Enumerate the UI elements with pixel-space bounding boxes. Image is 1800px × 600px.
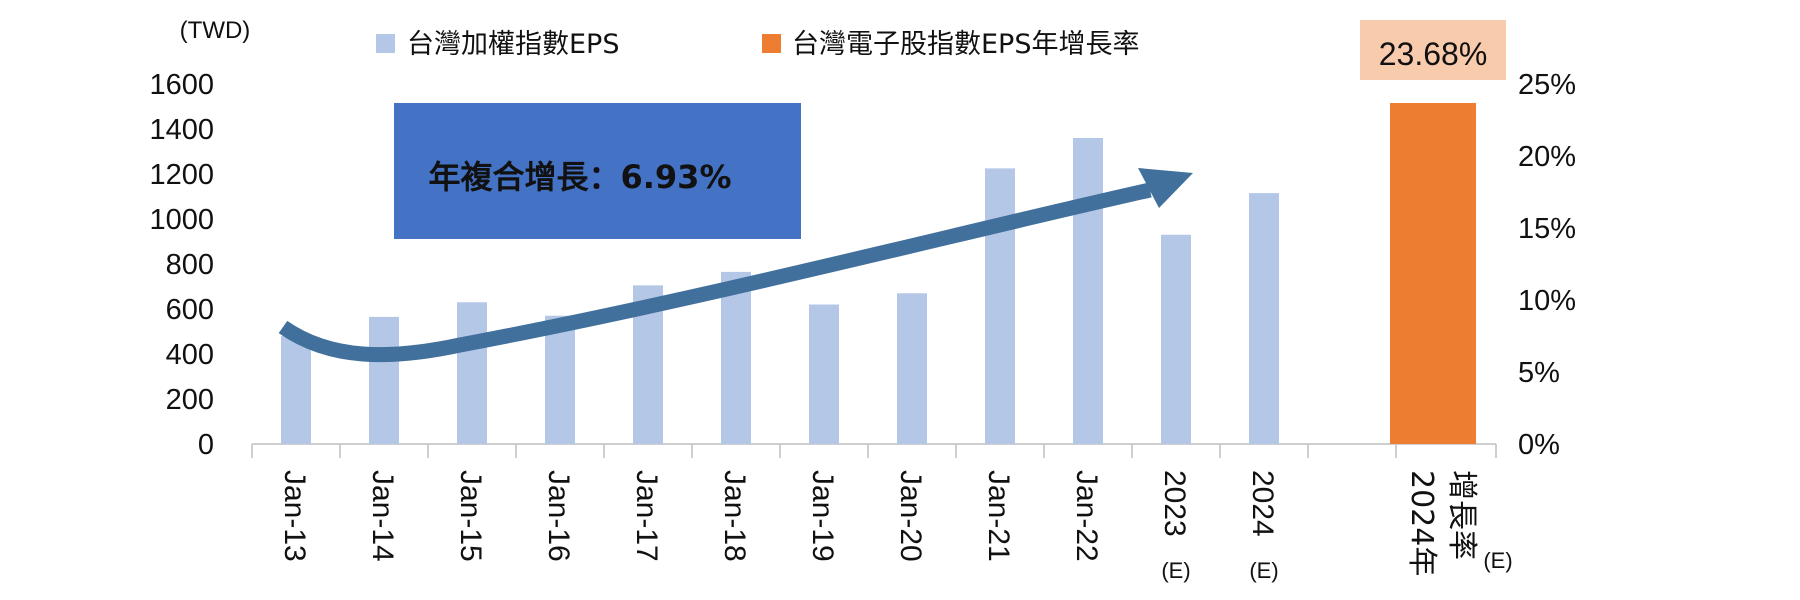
x-tick-label: Jan-18: [718, 470, 751, 562]
x-tick-label: Jan-20: [894, 470, 927, 562]
eps-bar: [721, 271, 751, 444]
legend-label-growth: 台灣電子股指數EPS年增長率: [792, 29, 1139, 60]
legend-label-eps: 台灣加權指數EPS: [407, 29, 619, 60]
growth-bar: [1390, 103, 1476, 445]
x-tick-label: Jan-16: [542, 470, 575, 562]
y-axis-right: 0% 5% 10% 15% 20% 25%: [1518, 69, 1576, 461]
growth-category-label-line1: 2024年: [1404, 470, 1439, 576]
left-axis-unit: (TWD): [180, 17, 251, 44]
x-tick-suffix: (E): [1161, 558, 1190, 583]
y-left-tick-label: 1400: [149, 114, 214, 146]
legend-swatch-eps: [376, 34, 395, 53]
x-tick-label: Jan-22: [1070, 470, 1103, 562]
eps-bar: [897, 293, 927, 444]
y-right-tick-label: 10%: [1518, 285, 1576, 317]
eps-bar: [281, 336, 311, 444]
eps-bar: [1073, 138, 1103, 444]
growth-value-label: 23.68%: [1379, 36, 1488, 72]
x-tick-label: Jan-15: [454, 470, 487, 562]
y-left-tick-label: 800: [166, 249, 214, 281]
y-left-tick-label: 400: [166, 339, 214, 371]
cagr-text: 年複合增長：6.93%: [428, 158, 731, 196]
y-right-tick-label: 0%: [1518, 429, 1560, 461]
y-right-tick-label: 15%: [1518, 213, 1576, 245]
x-tick-label: 2024: [1246, 470, 1279, 537]
eps-bar: [457, 302, 487, 444]
x-tick-label: Jan-19: [806, 470, 839, 562]
legend: 台灣加權指數EPS 台灣電子股指數EPS年增長率: [376, 29, 1139, 60]
cagr-annotation: 年複合增長：6.93%: [394, 103, 801, 239]
x-tick-label: Jan-17: [630, 470, 663, 562]
growth-category-suffix: (E): [1483, 548, 1512, 573]
cagr-box: [394, 103, 801, 239]
eps-bar: [369, 316, 399, 444]
eps-bar: [1161, 234, 1191, 444]
y-right-tick-label: 25%: [1518, 69, 1576, 101]
y-left-tick-label: 200: [166, 384, 214, 416]
y-left-tick-label: 1000: [149, 204, 214, 236]
eps-bar: [1249, 193, 1279, 444]
x-tick-suffix: (E): [1249, 558, 1278, 583]
growth-bar-group: 23.68%: [1360, 20, 1506, 445]
x-tick-label: 2023: [1158, 470, 1191, 537]
growth-value-label-bg: [1360, 20, 1506, 80]
eps-bar: [545, 315, 575, 444]
trend-arrow-head: [1138, 168, 1193, 208]
y-axis-left: 0 200 400 600 800 1000 1200 1400 1600: [149, 69, 214, 461]
x-axis-ticks: [251, 444, 1497, 458]
x-axis-labels: Jan-13 Jan-14 Jan-15 Jan-16 Jan-17 Jan-18 Jan-…: [278, 470, 1513, 583]
eps-bar: [985, 168, 1015, 444]
growth-category-label-line2: 增長率: [1444, 470, 1479, 560]
y-left-tick-label: 1600: [149, 69, 214, 101]
y-right-tick-label: 20%: [1518, 141, 1576, 173]
x-tick-label: Jan-13: [278, 470, 311, 562]
y-left-tick-label: 600: [166, 294, 214, 326]
bars: [281, 138, 1279, 444]
y-left-tick-label: 0: [198, 429, 214, 461]
y-left-tick-label: 1200: [149, 159, 214, 191]
eps-bar: [809, 304, 839, 444]
trend-arrow: [278, 168, 1193, 363]
y-right-tick-label: 5%: [1518, 357, 1560, 389]
x-tick-label: Jan-21: [982, 470, 1015, 562]
x-tick-label: Jan-14: [366, 470, 399, 562]
trend-arrow-line: [278, 182, 1152, 363]
legend-swatch-growth: [762, 34, 781, 53]
